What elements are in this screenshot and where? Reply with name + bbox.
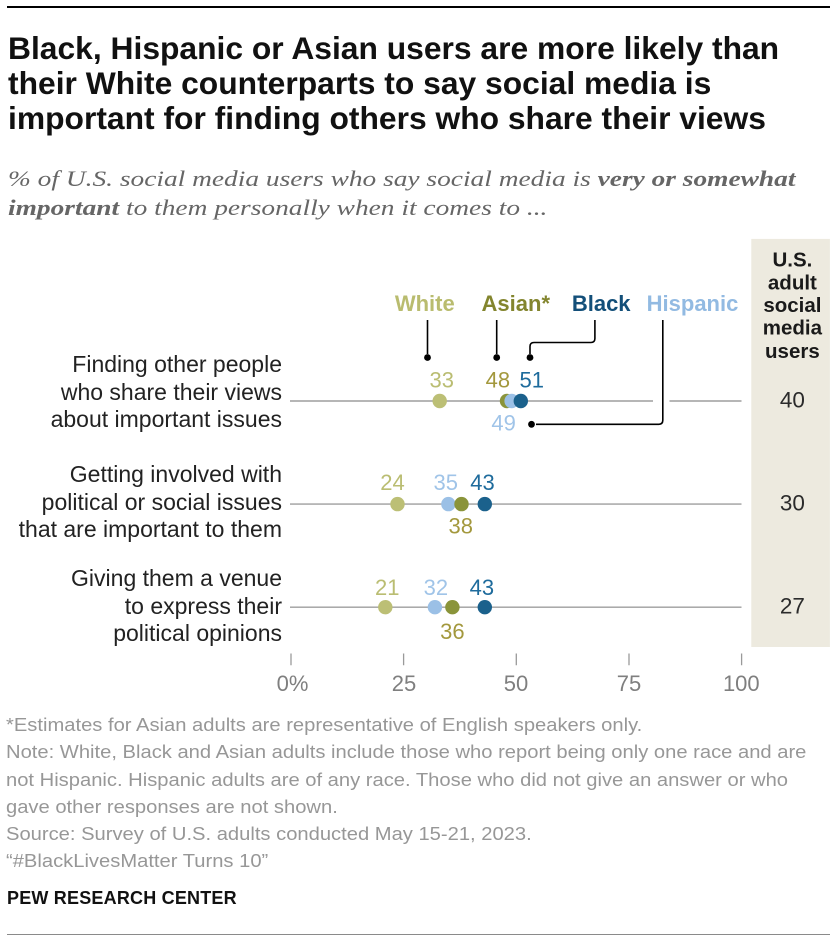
svg-text:Asian*: Asian*: [482, 291, 551, 316]
svg-text:users: users: [765, 340, 820, 363]
svg-text:White: White: [395, 291, 455, 316]
svg-text:38: 38: [449, 513, 473, 538]
svg-text:media: media: [763, 317, 823, 340]
svg-text:0%: 0%: [277, 671, 309, 696]
svg-text:36: 36: [440, 619, 464, 644]
svg-text:33: 33: [429, 368, 453, 393]
svg-text:social: social: [763, 294, 821, 317]
svg-text:75: 75: [617, 671, 641, 696]
svg-text:40: 40: [780, 388, 805, 413]
svg-text:24: 24: [380, 470, 404, 495]
svg-text:50: 50: [504, 671, 528, 696]
svg-text:43: 43: [470, 575, 494, 600]
svg-text:Hispanic: Hispanic: [647, 291, 739, 316]
svg-text:adult: adult: [768, 271, 817, 294]
svg-text:27: 27: [780, 594, 805, 619]
svg-text:51: 51: [519, 368, 543, 393]
svg-text:U.S.: U.S.: [772, 249, 812, 272]
svg-text:32: 32: [424, 575, 448, 600]
svg-text:21: 21: [375, 575, 399, 600]
svg-text:49: 49: [491, 411, 515, 436]
svg-text:35: 35: [434, 470, 458, 495]
svg-text:100: 100: [723, 671, 760, 696]
svg-text:Black: Black: [572, 291, 631, 316]
svg-text:48: 48: [486, 368, 510, 393]
svg-text:30: 30: [780, 491, 805, 516]
svg-text:43: 43: [470, 470, 494, 495]
svg-text:25: 25: [392, 671, 416, 696]
